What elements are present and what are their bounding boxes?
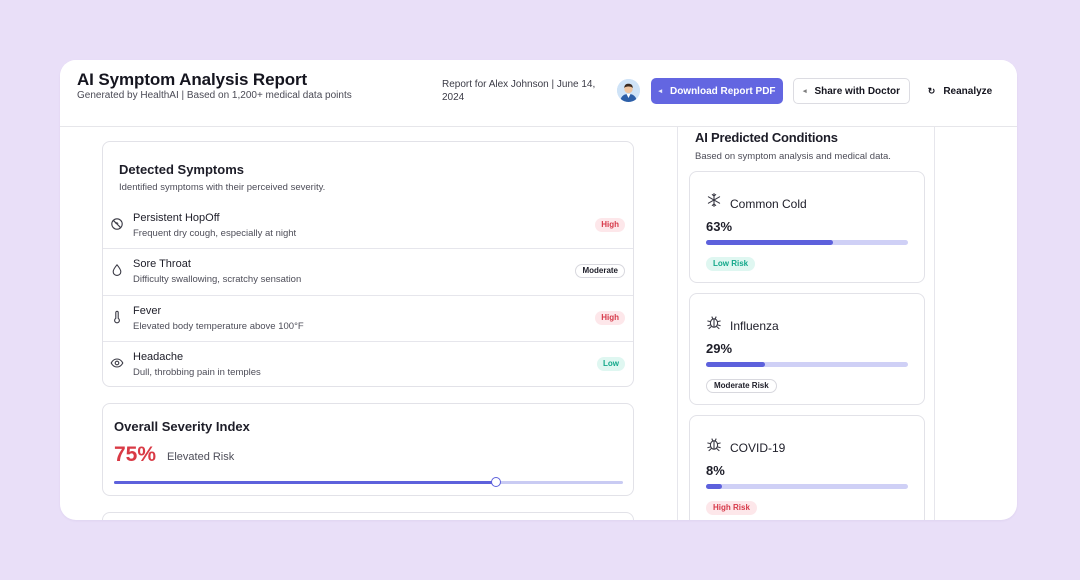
- share-label: Share with Doctor: [814, 85, 901, 97]
- symptoms-title: Detected Symptoms: [119, 162, 244, 177]
- condition-progress-fill: [706, 362, 765, 367]
- condition-card[interactable]: Common Cold 63% Low Risk: [689, 171, 925, 283]
- symptom-row[interactable]: Sore Throat Difficulty swallowing, scrat…: [103, 249, 633, 296]
- share-with-doctor-button[interactable]: ◂ Share with Doctor: [793, 78, 910, 104]
- symptom-row[interactable]: Fever Elevated body temperature above 10…: [103, 296, 633, 342]
- condition-progress-fill: [706, 484, 723, 489]
- droplet-icon: [112, 264, 122, 277]
- virus-icon: [707, 438, 721, 452]
- symptom-row[interactable]: Persistent HopOff Frequent dry cough, es…: [103, 203, 633, 250]
- predictions-description: Based on symptom analysis and medical da…: [695, 151, 891, 162]
- risk-badge: Low Risk: [706, 257, 756, 271]
- download-report-button[interactable]: ◂ Download Report PDF: [651, 78, 783, 104]
- predicted-conditions-panel: AI Predicted Conditions Based on symptom…: [677, 127, 935, 520]
- condition-name: COVID-19: [730, 441, 786, 455]
- download-report-label: Download Report PDF: [669, 85, 776, 97]
- severity-title: Overall Severity Index: [114, 419, 250, 434]
- refresh-icon: ↻: [927, 85, 936, 96]
- symptoms-description: Identified symptoms with their perceived…: [119, 182, 326, 193]
- condition-percent: 63%: [706, 219, 733, 234]
- reanalyze-button[interactable]: ↻ Reanalyze: [920, 78, 1000, 104]
- condition-name: Common Cold: [730, 197, 807, 211]
- page-title: AI Symptom Analysis Report: [77, 70, 308, 89]
- thermometer-icon: [114, 310, 120, 323]
- overall-severity-card: Overall Severity Index 75% Elevated Risk: [102, 403, 634, 496]
- snowflake-icon: [707, 192, 721, 208]
- predictions-title: AI Predicted Conditions: [695, 130, 838, 145]
- condition-card[interactable]: COVID-19 8% High Risk: [689, 415, 925, 520]
- symptom-name: Sore Throat: [133, 258, 191, 271]
- condition-progress-fill: [706, 240, 834, 245]
- condition-percent: 8%: [706, 463, 725, 478]
- condition-card[interactable]: Influenza 29% Moderate Risk: [689, 293, 925, 405]
- page-subtitle: Generated by HealthAI | Based on 1,200+ …: [77, 90, 352, 101]
- download-icon: ◂: [658, 88, 662, 95]
- symptom-name: Persistent HopOff: [133, 212, 220, 224]
- detected-symptoms-card: Detected Symptoms Identified symptoms wi…: [102, 141, 634, 387]
- symptom-description: Frequent dry cough, especially at night: [133, 228, 297, 239]
- severity-slider-thumb[interactable]: [490, 477, 501, 487]
- severity-slider[interactable]: [114, 477, 623, 487]
- symptom-name: Fever: [133, 304, 162, 317]
- severity-badge: High: [595, 218, 625, 232]
- severity-badge: High: [595, 310, 625, 325]
- symptom-list: Persistent HopOff Frequent dry cough, es…: [103, 203, 633, 388]
- report-header: AI Symptom Analysis Report Generated by …: [60, 60, 1017, 127]
- risk-badge: Moderate Risk: [706, 379, 777, 393]
- symptom-row[interactable]: Headache Dull, throbbing pain in temples…: [103, 342, 633, 388]
- severity-badge: Moderate: [575, 264, 625, 279]
- severity-badge: Low: [597, 356, 625, 371]
- eye-icon: [110, 358, 124, 368]
- user-avatar-icon: [617, 79, 640, 102]
- condition-progress: [706, 362, 908, 367]
- symptom-description: Elevated body temperature above 100°F: [133, 320, 304, 332]
- next-section-card: [102, 512, 634, 520]
- symptom-description: Dull, throbbing pain in temples: [133, 366, 261, 378]
- symptom-description: Difficulty swallowing, scratchy sensatio…: [133, 274, 302, 286]
- reanalyze-label: Reanalyze: [943, 85, 993, 97]
- report-for-label: Report for Alex Johnson | June 14, 2024: [442, 79, 596, 103]
- condition-progress: [706, 240, 908, 245]
- symptom-name: Headache: [133, 350, 184, 363]
- report-window: AI Symptom Analysis Report Generated by …: [60, 60, 1017, 520]
- severity-value: 75%: [114, 443, 157, 466]
- risk-badge: High Risk: [706, 501, 757, 515]
- condition-progress: [706, 484, 908, 489]
- share-icon: ◂: [802, 88, 807, 95]
- severity-label: Elevated Risk: [167, 451, 235, 463]
- virus-icon: [707, 316, 721, 330]
- condition-percent: 29%: [706, 341, 733, 356]
- avatar[interactable]: [617, 79, 640, 102]
- severity-slider-fill: [114, 481, 496, 484]
- condition-name: Influenza: [730, 319, 779, 333]
- cough-icon: [111, 218, 123, 230]
